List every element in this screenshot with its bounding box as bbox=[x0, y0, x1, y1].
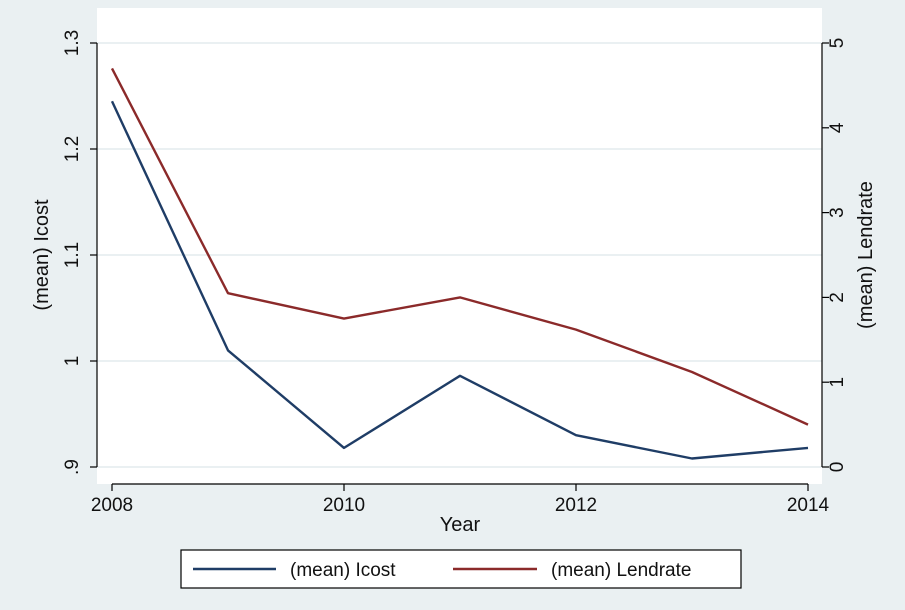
right-y-tick-label-4: 4 bbox=[827, 122, 848, 133]
left-y-tick-label-2: 1.1 bbox=[62, 242, 83, 268]
right-y-axis-title: (mean) Lendrate bbox=[855, 181, 877, 329]
left-y-tick-label-1: 1 bbox=[62, 356, 83, 367]
x-tick-label-3: 2014 bbox=[787, 495, 830, 516]
axes: .9 1 1.1 1.2 1.3 0 1 2 3 4 5 2008 2010 2012 2014 bbox=[62, 30, 848, 516]
gridlines bbox=[97, 42, 822, 468]
left-y-axis-title: (mean) Icost bbox=[31, 199, 53, 311]
right-y-tick-label-0: 0 bbox=[827, 462, 848, 473]
right-y-tick-label-3: 3 bbox=[827, 207, 848, 218]
x-tick-label-2: 2012 bbox=[555, 495, 597, 516]
series-lines bbox=[110, 67, 809, 460]
left-y-tick-label-0: .9 bbox=[62, 459, 83, 475]
legend-label-icost: (mean) Icost bbox=[290, 560, 396, 581]
left-y-tick-label-4: 1.3 bbox=[62, 30, 83, 56]
left-y-tick-label-3: 1.2 bbox=[62, 136, 83, 162]
x-axis-title: Year bbox=[440, 514, 481, 536]
right-y-tick-label-1: 1 bbox=[827, 377, 848, 388]
plot-area bbox=[97, 8, 822, 484]
legend: (mean) Icost (mean) Lendrate bbox=[180, 549, 742, 589]
right-y-tick-label-2: 2 bbox=[827, 292, 848, 303]
legend-label-lendrate: (mean) Lendrate bbox=[551, 560, 691, 581]
right-y-tick-label-5: 5 bbox=[827, 38, 848, 49]
x-tick-label-1: 2010 bbox=[323, 495, 365, 516]
x-tick-label-0: 2008 bbox=[91, 495, 133, 516]
